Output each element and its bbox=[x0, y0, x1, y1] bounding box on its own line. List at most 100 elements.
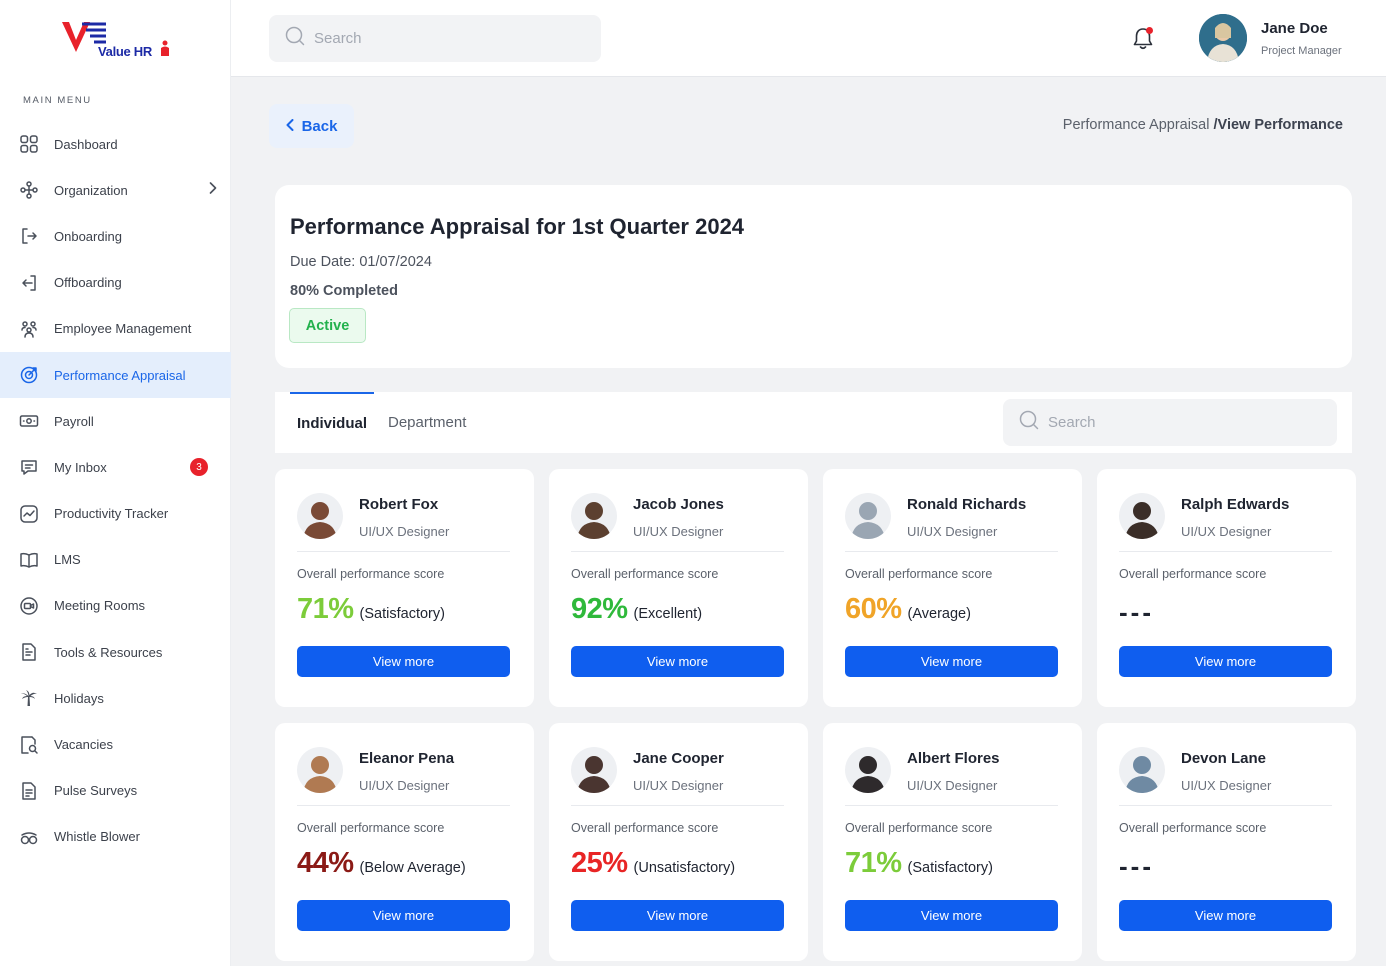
employee-card: Robert Fox UI/UX Designer Overall perfor… bbox=[275, 469, 534, 707]
sidebar-item-label: Onboarding bbox=[54, 228, 122, 244]
sidebar-item-label: Payroll bbox=[54, 413, 94, 429]
search-doc-icon bbox=[19, 735, 39, 755]
score-value: 92% bbox=[571, 593, 628, 625]
view-more-button[interactable]: View more bbox=[297, 900, 510, 931]
score-rating: (Excellent) bbox=[633, 606, 703, 622]
employee-card: Albert Flores UI/UX Designer Overall per… bbox=[823, 723, 1082, 961]
employee-search-input[interactable] bbox=[1048, 414, 1288, 431]
back-button[interactable]: Back bbox=[269, 104, 354, 148]
sidebar-item-label: Productivity Tracker bbox=[54, 506, 169, 522]
sidebar-item-offboarding[interactable]: Offboarding bbox=[0, 260, 231, 306]
trend-icon bbox=[19, 504, 39, 524]
tools-icon bbox=[19, 642, 39, 662]
employee-card: Ralph Edwards UI/UX Designer Overall per… bbox=[1097, 469, 1356, 707]
card-divider bbox=[297, 551, 510, 552]
logo-mark-icon bbox=[62, 22, 106, 52]
sidebar-item-my-inbox[interactable]: My Inbox 3 bbox=[0, 444, 231, 490]
view-more-button[interactable]: View more bbox=[845, 646, 1058, 677]
notification-dot bbox=[1146, 27, 1153, 34]
topbar: Jane Doe Project Manager bbox=[231, 0, 1386, 77]
search-icon bbox=[1019, 410, 1039, 435]
global-search[interactable] bbox=[269, 15, 601, 62]
sidebar-item-organization[interactable]: Organization bbox=[0, 167, 231, 213]
employee-search[interactable] bbox=[1003, 399, 1337, 446]
employee-name: Ronald Richards bbox=[907, 496, 1027, 513]
view-more-button[interactable]: View more bbox=[1119, 646, 1332, 677]
card-divider bbox=[297, 805, 510, 806]
search-icon bbox=[285, 26, 305, 51]
employee-avatar bbox=[297, 747, 343, 793]
employee-card: Devon Lane UI/UX Designer Overall perfor… bbox=[1097, 723, 1356, 961]
due-date: Due Date: 01/07/2024 bbox=[290, 254, 432, 270]
sidebar-item-vacancies[interactable]: Vacancies bbox=[0, 721, 231, 767]
appraisal-summary-card: Performance Appraisal for 1st Quarter 20… bbox=[275, 185, 1352, 368]
score-label: Overall performance score bbox=[297, 567, 445, 581]
breadcrumb-parent[interactable]: Performance Appraisal bbox=[1062, 117, 1210, 133]
whistle-icon bbox=[19, 827, 39, 847]
sidebar-item-whistle-blower[interactable]: Whistle Blower bbox=[0, 814, 231, 860]
card-divider bbox=[845, 551, 1058, 552]
user-role: Project Manager bbox=[1261, 45, 1342, 57]
tab-individual[interactable]: Individual bbox=[290, 392, 374, 453]
employee-role: UI/UX Designer bbox=[907, 524, 998, 539]
card-divider bbox=[1119, 551, 1332, 552]
sidebar-item-onboarding[interactable]: Onboarding bbox=[0, 213, 231, 259]
sidebar-item-label: Performance Appraisal bbox=[54, 367, 186, 383]
score-label: Overall performance score bbox=[1119, 821, 1267, 835]
score-rating: (Unsatisfactory) bbox=[633, 860, 736, 876]
score-row: 44% (Below Average) bbox=[297, 847, 466, 880]
tabs-bar: Individual Department bbox=[275, 392, 1352, 453]
notification-bell[interactable] bbox=[1131, 26, 1155, 52]
card-divider bbox=[1119, 805, 1332, 806]
view-more-button[interactable]: View more bbox=[571, 646, 784, 677]
tab-department[interactable]: Department bbox=[388, 414, 467, 431]
card-divider bbox=[571, 551, 784, 552]
score-value: --- bbox=[1119, 597, 1154, 627]
org-icon bbox=[19, 180, 39, 200]
view-more-button[interactable]: View more bbox=[1119, 900, 1332, 931]
status-badge: Active bbox=[289, 308, 366, 343]
score-row: 92% (Excellent) bbox=[571, 593, 702, 626]
score-label: Overall performance score bbox=[845, 821, 993, 835]
people-icon bbox=[19, 319, 39, 339]
employee-name: Robert Fox bbox=[359, 496, 439, 513]
view-more-button[interactable]: View more bbox=[571, 900, 784, 931]
employee-avatar bbox=[1119, 747, 1165, 793]
sidebar-item-label: Employee Management bbox=[54, 321, 192, 337]
score-value: 71% bbox=[297, 593, 354, 625]
user-avatar[interactable] bbox=[1199, 14, 1247, 62]
sidebar-item-holidays[interactable]: Holidays bbox=[0, 675, 231, 721]
employee-avatar bbox=[571, 747, 617, 793]
score-label: Overall performance score bbox=[1119, 567, 1267, 581]
sidebar-item-label: Vacancies bbox=[54, 737, 114, 753]
employee-role: UI/UX Designer bbox=[359, 778, 450, 793]
sidebar-item-lms[interactable]: LMS bbox=[0, 537, 231, 583]
employee-name: Jacob Jones bbox=[633, 496, 724, 513]
score-value: 44% bbox=[297, 847, 354, 879]
sidebar-item-employee-management[interactable]: Employee Management bbox=[0, 306, 231, 352]
employee-avatar bbox=[1119, 493, 1165, 539]
brand-logo[interactable]: Value HR bbox=[60, 18, 180, 66]
sidebar-item-dashboard[interactable]: Dashboard bbox=[0, 121, 231, 167]
sidebar-item-label: Offboarding bbox=[54, 275, 122, 291]
global-search-input[interactable] bbox=[314, 30, 554, 47]
employee-card: Eleanor Pena UI/UX Designer Overall perf… bbox=[275, 723, 534, 961]
survey-icon bbox=[19, 781, 39, 801]
sidebar-item-performance-appraisal[interactable]: Performance Appraisal bbox=[0, 351, 231, 399]
view-more-button[interactable]: View more bbox=[845, 900, 1058, 931]
score-label: Overall performance score bbox=[845, 567, 993, 581]
view-more-button[interactable]: View more bbox=[297, 646, 510, 677]
sidebar-item-productivity-tracker[interactable]: Productivity Tracker bbox=[0, 491, 231, 537]
sidebar-item-payroll[interactable]: Payroll bbox=[0, 398, 231, 444]
sidebar-item-meeting-rooms[interactable]: Meeting Rooms bbox=[0, 583, 231, 629]
sidebar-item-pulse-surveys[interactable]: Pulse Surveys bbox=[0, 768, 231, 814]
score-value: 25% bbox=[571, 847, 628, 879]
sidebar-item-tools-resources[interactable]: Tools & Resources bbox=[0, 629, 231, 675]
sidebar-item-label: Whistle Blower bbox=[54, 829, 140, 845]
money-icon bbox=[19, 411, 39, 431]
employee-avatar bbox=[571, 493, 617, 539]
user-name[interactable]: Jane Doe bbox=[1261, 20, 1328, 37]
sidebar-item-label: My Inbox bbox=[54, 459, 107, 475]
score-label: Overall performance score bbox=[297, 821, 445, 835]
back-label: Back bbox=[301, 117, 338, 135]
